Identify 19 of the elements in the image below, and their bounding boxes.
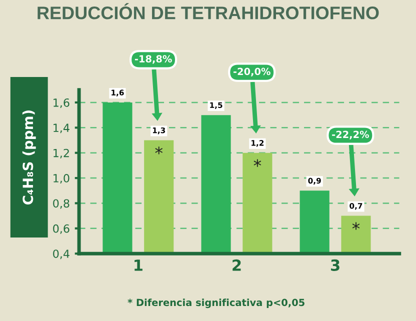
text: * Diferencia significativa p<0,05 — [128, 298, 304, 308]
annotation: * — [352, 222, 360, 230]
annotation: -22,2% — [332, 130, 370, 140]
x-tick-label: 2 — [232, 259, 241, 271]
y-tick-label: 1,4 — [54, 124, 70, 134]
x-tick-label: 3 — [331, 259, 340, 271]
y-tick-label: 0,4 — [53, 250, 70, 260]
y-tick-label: 1,0 — [54, 174, 70, 184]
chart-title: REDUCCIÓN DE TETRAHIDROTIOFENO — [38, 3, 379, 20]
annotation: * — [155, 146, 163, 154]
y-axis-title: C₄H₈S (ppm) — [22, 110, 36, 205]
x-tick-label: 1 — [134, 260, 142, 271]
y-tick-label: 1,6 — [54, 98, 70, 108]
annotation: * — [254, 159, 262, 167]
text: -20,0% — [234, 68, 270, 76]
text: -18,8% — [134, 55, 172, 64]
y-tick-label: 0,6 — [53, 224, 70, 234]
y-tick-label: 1,2 — [54, 148, 69, 158]
y-tick-label: 0,8 — [53, 199, 70, 209]
